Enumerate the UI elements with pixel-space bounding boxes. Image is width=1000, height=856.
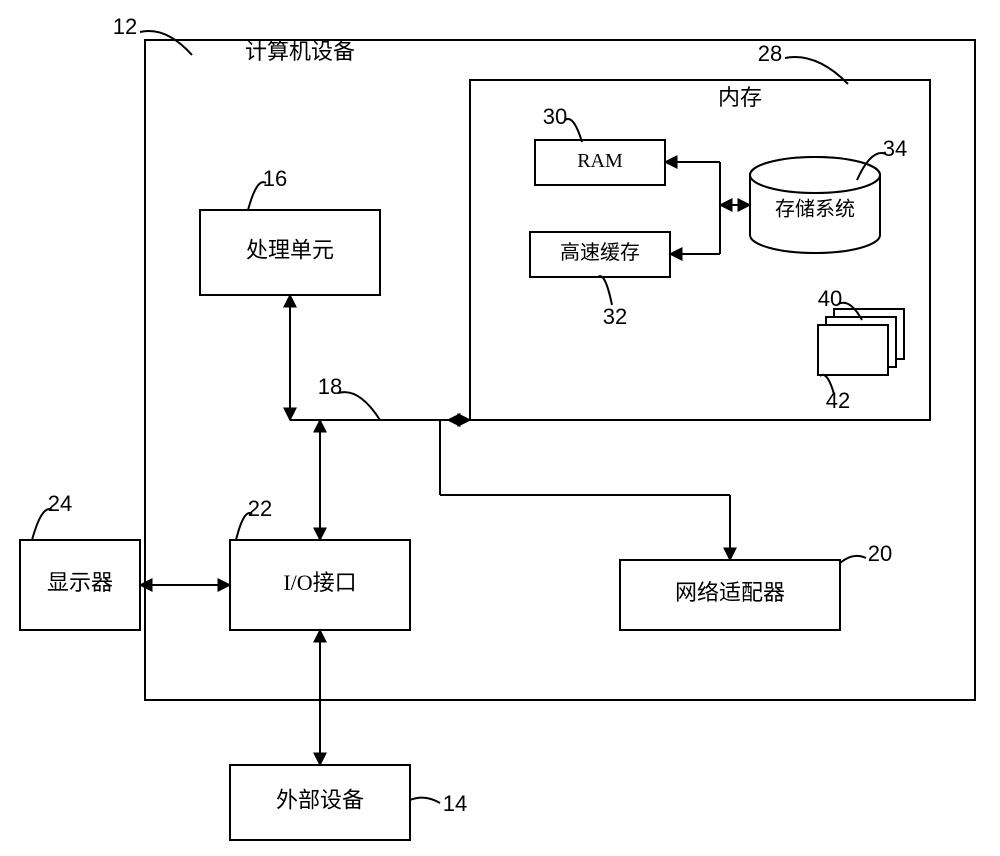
ref-34: 34 (883, 136, 907, 161)
cache-label: 高速缓存 (560, 241, 640, 264)
ref-30: 30 (543, 104, 567, 129)
ref-24: 24 (48, 491, 72, 516)
ref-20: 20 (868, 541, 892, 566)
ref-40: 40 (818, 286, 842, 311)
ref-28: 28 (758, 41, 782, 66)
program-modules (818, 325, 888, 375)
ref-32: 32 (603, 304, 627, 329)
net-label: 网络适配器 (675, 580, 785, 605)
ram-label: RAM (577, 150, 623, 172)
leader-line (410, 798, 440, 803)
ext-label: 外部设备 (276, 788, 364, 813)
cpu-label: 处理单元 (246, 238, 334, 263)
memory-label: 内存 (718, 85, 762, 110)
display-label: 显示器 (47, 570, 113, 595)
ref-22: 22 (248, 496, 272, 521)
storage-label: 存储系统 (775, 198, 855, 221)
ref-42: 42 (826, 388, 850, 413)
ref-18: 18 (318, 374, 342, 399)
ref-16: 16 (263, 166, 287, 191)
ref-12: 12 (113, 14, 137, 39)
ref-14: 14 (443, 791, 467, 816)
computer-device-label: 计算机设备 (245, 39, 355, 64)
io-label: I/O接口 (283, 570, 356, 595)
